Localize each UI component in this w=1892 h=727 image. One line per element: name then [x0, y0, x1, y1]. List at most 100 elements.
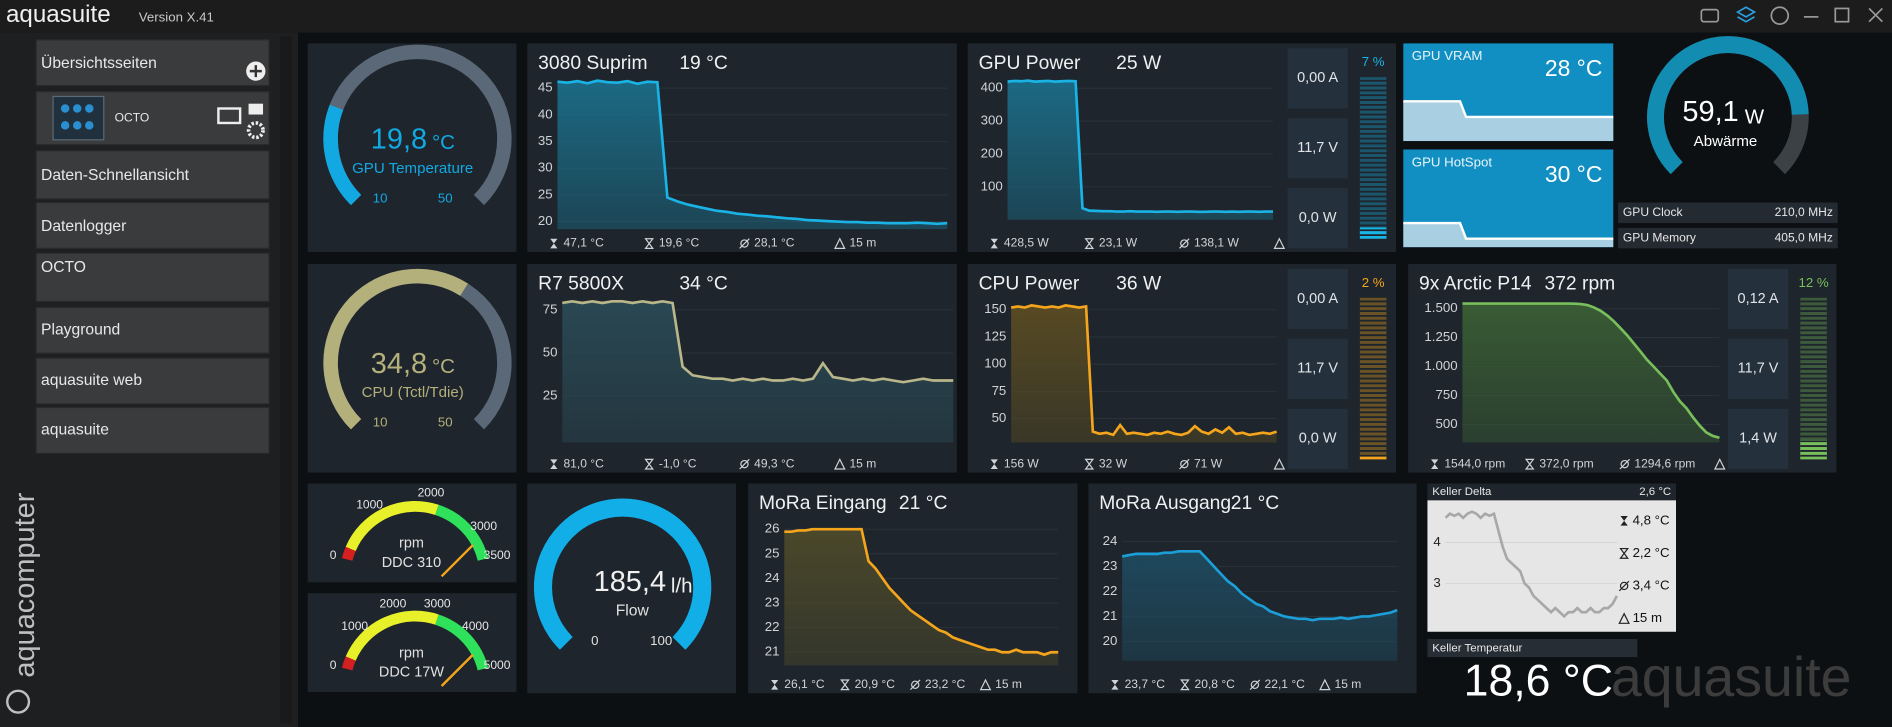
nav-item[interactable] [35, 39, 270, 87]
y-tick-label: 150 [984, 301, 1006, 316]
load-bar [1359, 227, 1387, 239]
pump-tick-label: 5000 [484, 658, 511, 672]
tile-sparkline [1403, 223, 1614, 248]
chart-stat: 47,1 °C [563, 236, 604, 250]
add-plus[interactable] [249, 65, 262, 78]
info-icon[interactable] [1770, 6, 1790, 25]
chart-area [1462, 303, 1720, 443]
chart-stat: 23,2 °C [925, 677, 966, 691]
pump-tick-label: 2000 [380, 597, 407, 611]
min-icon [1619, 547, 1629, 559]
avg-icon [1180, 239, 1189, 248]
side-box [1727, 408, 1789, 469]
chart-line [1010, 304, 1278, 437]
gauge-unit: °C [432, 355, 455, 378]
maximize[interactable] [1834, 7, 1850, 23]
y-tick-label: 20 [538, 213, 553, 228]
y-tick-label: 25 [543, 387, 558, 402]
pump-unit: rpm [399, 645, 424, 661]
pump-arc-red [341, 546, 356, 561]
y-tick-label: 3 [1433, 575, 1440, 590]
nav-item[interactable] [35, 357, 270, 405]
pump-needle [440, 544, 474, 578]
y-tick-label: 45 [538, 80, 553, 95]
tile-sparkline-line [1403, 100, 1614, 119]
max-icon [771, 679, 779, 690]
y-tick-label: 200 [981, 145, 1003, 160]
info-value: 405,0 MHz [1775, 230, 1833, 244]
camera-icon[interactable] [1700, 8, 1720, 23]
side-box [1287, 188, 1348, 249]
y-tick-label: 25 [765, 545, 780, 560]
chart-title: GPU Power [979, 53, 1081, 74]
chart-stat: 26,1 °C [784, 677, 825, 691]
load-bar [1359, 456, 1387, 460]
keller-label: Keller Temperatur [1432, 643, 1522, 655]
flow-value: 185,4 [594, 566, 666, 598]
nav-label: Datenlogger [41, 218, 126, 235]
avg-icon [1619, 581, 1629, 591]
gauge-min: 10 [373, 415, 388, 430]
chart-line [1121, 550, 1398, 622]
info-value: 210,0 MHz [1775, 205, 1833, 219]
side-value: 0,00 A [1297, 70, 1338, 86]
device-thumbnail [52, 95, 105, 141]
y-tick-label: 40 [538, 106, 553, 121]
y-tick-label: 20 [1103, 633, 1118, 648]
nav-item[interactable] [35, 150, 270, 200]
duration-icon [1273, 237, 1286, 249]
pump-tick-label: 1000 [341, 619, 368, 633]
duration-icon [1618, 612, 1630, 624]
gauge-value-arc [323, 104, 362, 206]
y-tick-label: 35 [538, 133, 553, 148]
flow-unit: l/h [671, 575, 693, 598]
window-controls[interactable] [1700, 6, 1883, 25]
avg-slash [1179, 458, 1190, 470]
nav-label: OCTO [41, 259, 86, 276]
pump-tick-label: 0 [330, 548, 337, 562]
y-tick-label: 50 [543, 344, 558, 359]
nav-item[interactable] [35, 306, 270, 354]
pump-tick-label: 2000 [418, 486, 445, 500]
side-box [1287, 48, 1348, 109]
max-icon [1431, 459, 1439, 469]
lock-icon[interactable] [248, 103, 264, 115]
chart-stat: 23,7 °C [1125, 677, 1166, 691]
chart-line [562, 299, 954, 384]
pump-arc-green [435, 504, 489, 561]
avg-icon [1250, 680, 1260, 690]
chart-stat: 23,1 W [1099, 236, 1138, 250]
nav-item[interactable] [35, 252, 270, 303]
layers-icon[interactable] [1735, 6, 1757, 23]
version: Version X.41 [139, 10, 214, 25]
nav-label: OCTO [115, 110, 150, 124]
y-tick-label: 75 [543, 301, 558, 316]
monitor-icon[interactable] [217, 107, 242, 125]
gauge-label: CPU (Tctl/Tdie) [362, 384, 464, 401]
chart-reading: 2,6 °C [1639, 486, 1671, 498]
chart-area [1445, 511, 1617, 624]
y-tick-label: 24 [765, 570, 780, 585]
avg-icon [911, 680, 920, 690]
nav-item[interactable] [35, 201, 270, 249]
nav-label: aquasuite [41, 422, 109, 439]
avg-slash [1179, 238, 1190, 249]
close[interactable] [1868, 7, 1883, 23]
pump-name: DDC 310 [382, 555, 442, 571]
pump-tick-label: 0 [330, 658, 337, 672]
nav-item[interactable] [35, 406, 270, 454]
load-label: 12 % [1798, 275, 1828, 290]
pump-unit: rpm [399, 536, 424, 552]
gear-icon[interactable] [246, 121, 265, 140]
side-value: 1,4 W [1739, 431, 1777, 447]
min-icon [644, 458, 654, 470]
pump-arc-yellow [345, 610, 439, 661]
heat-unit: W [1745, 106, 1765, 129]
gauge-value-arc [323, 268, 468, 430]
thumb-dot [60, 121, 70, 130]
pump-panel [307, 483, 517, 583]
chart-title: 9x Arctic P14 [1419, 274, 1532, 295]
duration-icon [834, 237, 846, 249]
pump-arc-green [435, 614, 489, 671]
